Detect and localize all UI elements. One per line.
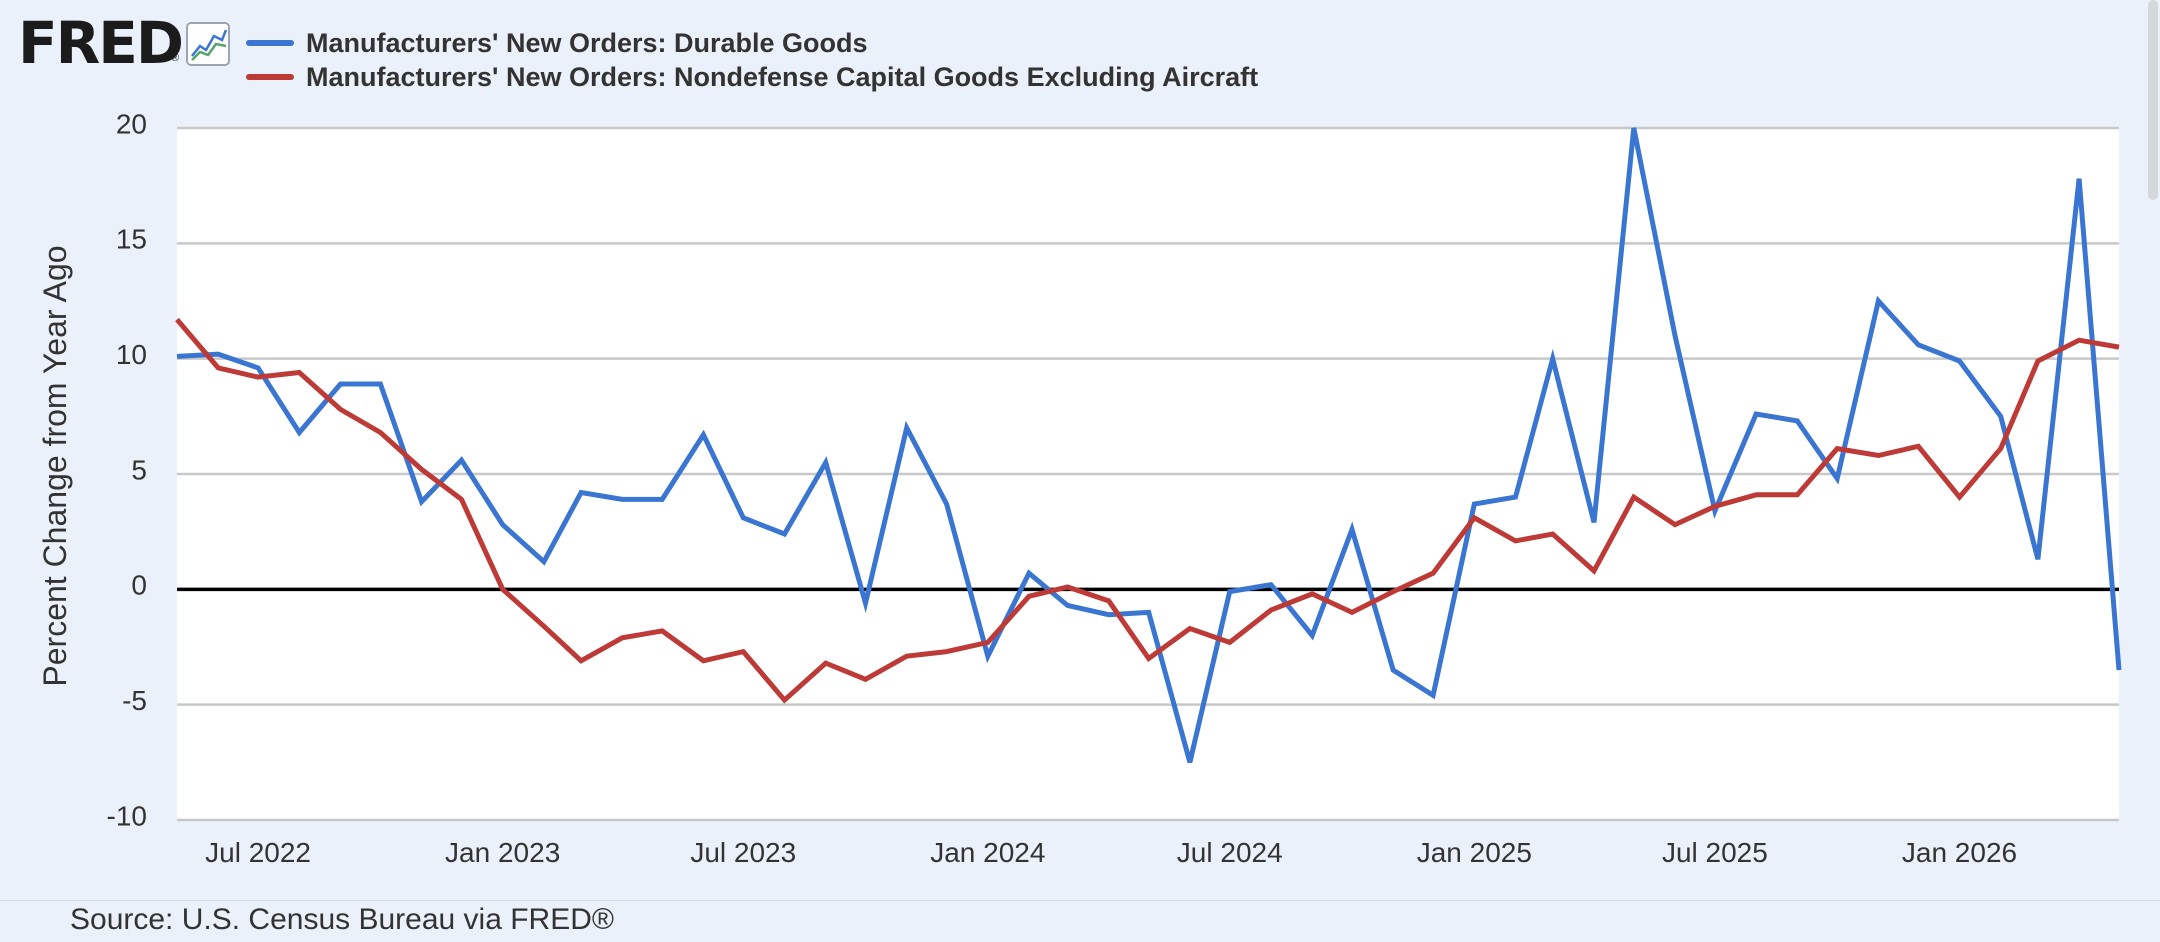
fred-registered-mark: ® xyxy=(171,52,180,64)
x-tick-label: Jul 2022 xyxy=(205,837,311,868)
legend-item-durable-goods[interactable]: Manufacturers' New Orders: Durable Goods xyxy=(246,28,868,58)
y-tick-label: 0 xyxy=(131,570,147,601)
fred-logo[interactable]: FRED xyxy=(18,9,184,77)
y-tick-labels: -10 -5 0 5 10 15 20 xyxy=(107,108,147,831)
series-lines xyxy=(175,127,2122,763)
y-axis-title: Percent Change from Year Ago xyxy=(37,245,73,686)
footer-divider xyxy=(0,900,2160,901)
x-tick-label: Jan 2024 xyxy=(930,837,1045,868)
y-tick-label: 10 xyxy=(116,339,147,370)
x-tick-label: Jul 2024 xyxy=(1177,837,1283,868)
x-tick-label: Jan 2025 xyxy=(1417,837,1532,868)
chart-svg: -10 -5 0 5 10 15 20 Jul 2022 Jan 2023 Jul 2023 Ja… xyxy=(37,108,2122,868)
y-tick-label: 20 xyxy=(116,108,147,139)
x-tick-label: Jan 2023 xyxy=(445,837,560,868)
y-tick-label: -10 xyxy=(107,800,147,831)
source-note: Source: U.S. Census Bureau via FRED® xyxy=(70,903,614,936)
legend-item-capital-goods[interactable]: Manufacturers' New Orders: Nondefense Ca… xyxy=(246,62,1258,92)
x-tick-label: Jul 2025 xyxy=(1662,837,1768,868)
y-tick-label: -5 xyxy=(122,685,147,716)
legend-swatch-capital-goods xyxy=(246,74,294,80)
line-chart-icon xyxy=(186,22,230,66)
series-line-durable-goods[interactable] xyxy=(176,127,2122,763)
legend-label-capital-goods: Manufacturers' New Orders: Nondefense Ca… xyxy=(306,61,1259,92)
series-line-capital-goods[interactable] xyxy=(175,317,2120,704)
x-tick-labels: Jul 2022 Jan 2023 Jul 2023 Jan 2024 Jul 2024… xyxy=(205,837,2017,868)
grid-lines xyxy=(177,126,2119,822)
chart-header: FRED ® Manufacturers' New Orders: Durabl… xyxy=(0,0,2160,100)
scrollbar-thumb[interactable] xyxy=(2148,0,2158,200)
legend-swatch-durable-goods xyxy=(246,40,294,46)
y-tick-label: 5 xyxy=(131,454,147,485)
y-tick-label: 15 xyxy=(116,224,147,255)
x-tick-label: Jan 2026 xyxy=(1902,837,2017,868)
legend-label-durable-goods: Manufacturers' New Orders: Durable Goods xyxy=(306,27,868,58)
x-tick-label: Jul 2023 xyxy=(690,837,796,868)
